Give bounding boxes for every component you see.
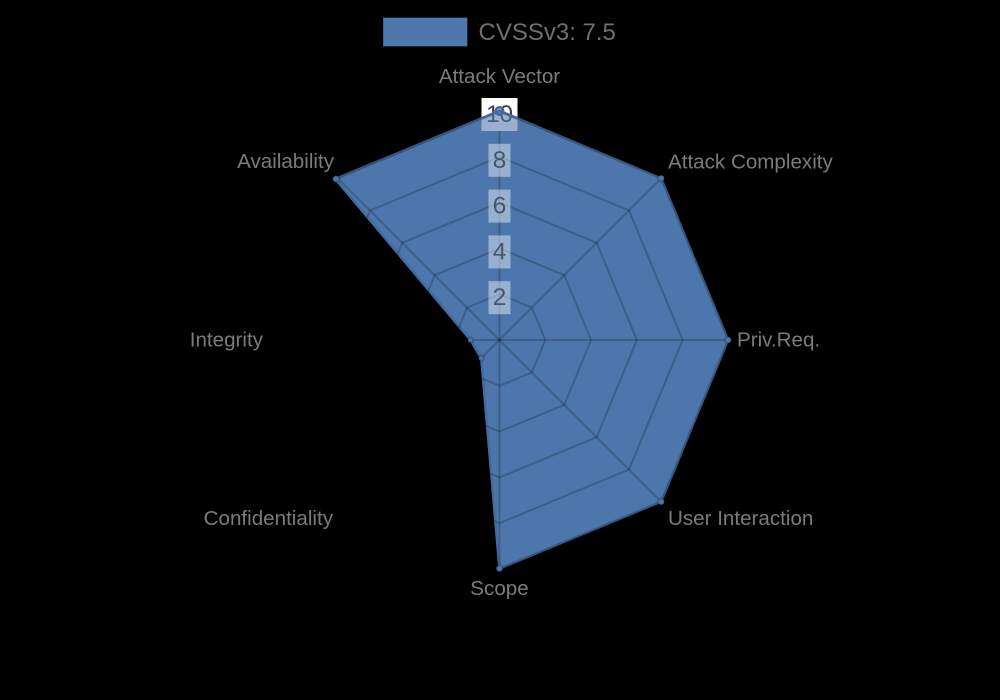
svg-text:Attack Complexity: Attack Complexity bbox=[668, 150, 834, 173]
svg-text:6: 6 bbox=[493, 193, 507, 220]
svg-text:CVSSv3: 7.5: CVSSv3: 7.5 bbox=[479, 19, 616, 46]
svg-text:4: 4 bbox=[493, 238, 507, 265]
svg-text:Availability: Availability bbox=[237, 150, 335, 173]
svg-text:Attack Vector: Attack Vector bbox=[439, 65, 560, 88]
svg-text:Integrity: Integrity bbox=[190, 328, 264, 351]
svg-text:Priv.Req.: Priv.Req. bbox=[737, 328, 820, 351]
svg-text:Scope: Scope bbox=[470, 577, 528, 600]
svg-text:Confidentiality: Confidentiality bbox=[204, 507, 334, 530]
svg-text:8: 8 bbox=[493, 147, 507, 174]
svg-text:2: 2 bbox=[493, 284, 507, 311]
svg-text:User Interaction: User Interaction bbox=[668, 507, 813, 530]
